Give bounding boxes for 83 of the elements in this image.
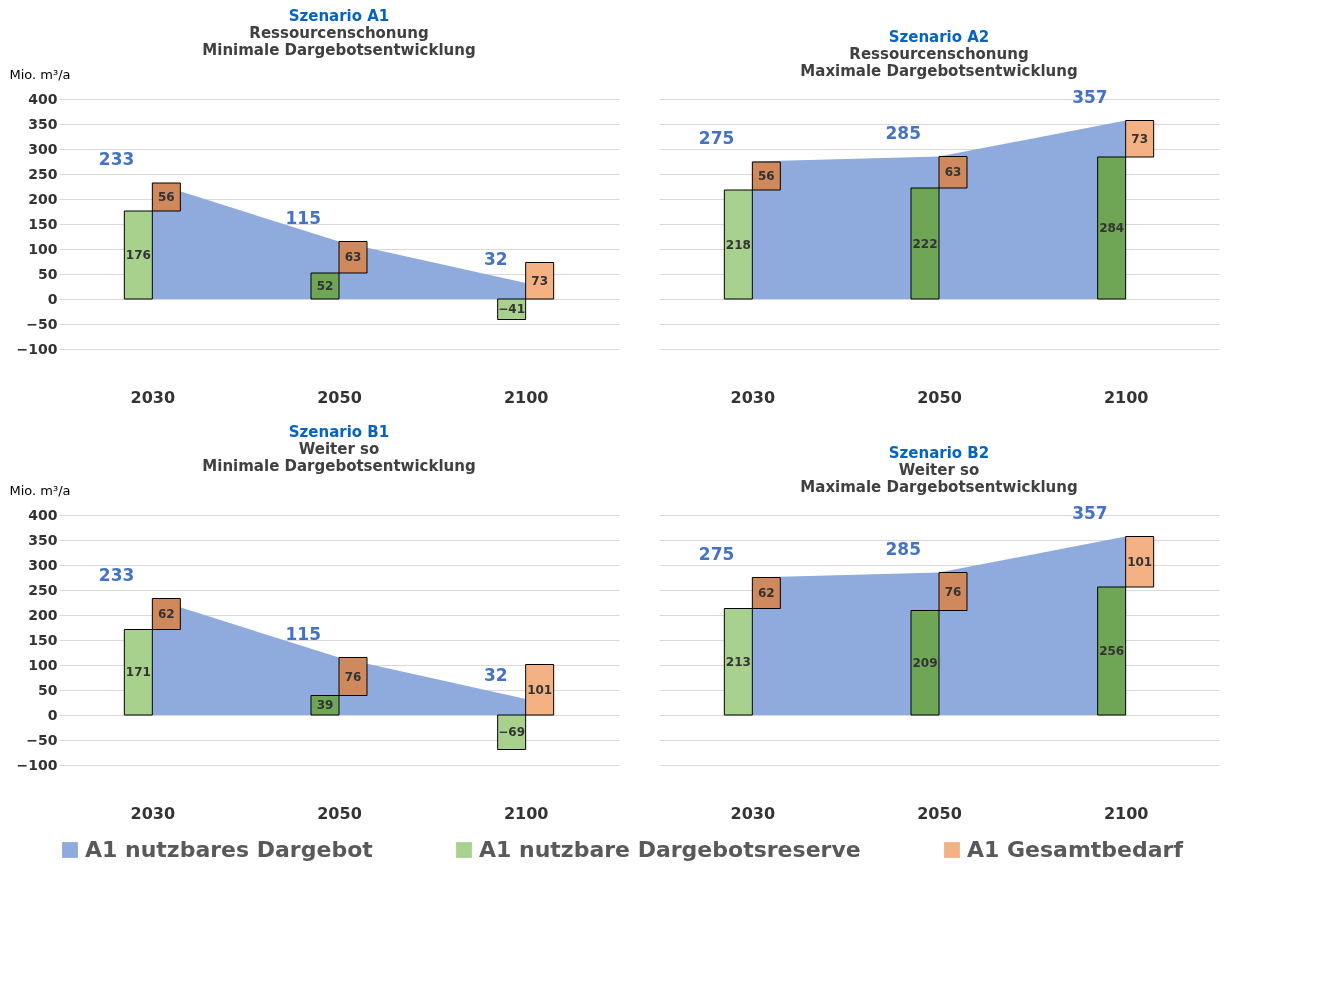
y-tick-label: −100	[16, 340, 58, 357]
data-label: 233	[98, 564, 135, 585]
x-tick-label: 2030	[130, 803, 176, 823]
data-label: −41	[498, 302, 526, 317]
data-label: 357	[1072, 86, 1108, 107]
data-label: 357	[1072, 502, 1108, 523]
data-label: 73	[1131, 131, 1149, 146]
y-tick-label: 200	[28, 190, 58, 207]
data-label: 32	[483, 665, 508, 685]
y-tick-label: 400	[28, 90, 58, 107]
y-axis-title: Mio. m³/a	[9, 66, 71, 82]
legend-label: A1 nutzbares Dargebot	[85, 837, 374, 862]
y-tick-label: 150	[28, 631, 58, 648]
y-tick-label: 350	[28, 115, 58, 132]
data-label: 285	[885, 122, 921, 143]
y-tick-label: −50	[26, 315, 58, 332]
chart-title: Szenario A2	[888, 27, 990, 46]
chart-subtitle: Weiter so Maximale Dargebotsentwicklung	[800, 460, 1078, 496]
y-tick-label: −50	[26, 731, 58, 748]
x-tick-label: 2030	[730, 803, 776, 823]
chart-subtitle: Ressourcenschonung Minimale Dargebotsentwicklung	[202, 24, 476, 59]
chart-title: Szenario B2	[888, 443, 990, 462]
x-tick-label: 2050	[917, 803, 962, 823]
data-label: 73	[531, 273, 549, 288]
y-tick-label: 300	[28, 140, 58, 157]
data-label: 101	[527, 682, 553, 697]
y-tick-label: 400	[28, 506, 58, 523]
chart-title: Szenario A1	[288, 7, 390, 25]
data-label: 62	[757, 586, 775, 600]
y-tick-label: 150	[28, 215, 58, 232]
legend-label: A1 nutzbare Dargebotsreserve	[479, 837, 861, 862]
data-label: 56	[757, 169, 775, 183]
x-tick-label: 2030	[130, 387, 176, 407]
data-label: 285	[885, 538, 921, 559]
y-tick-label: 0	[47, 706, 58, 723]
data-label: 275	[698, 543, 735, 564]
data-label: 233	[98, 148, 135, 169]
data-label: 101	[1127, 554, 1153, 569]
y-tick-label: 100	[28, 240, 58, 257]
data-label: 171	[125, 665, 151, 680]
y-tick-label: −100	[16, 756, 58, 773]
data-label: 213	[725, 654, 751, 669]
data-label: 52	[316, 279, 334, 293]
data-label: 115	[285, 207, 321, 228]
y-tick-label: 100	[28, 656, 58, 673]
x-tick-label: 2100	[503, 803, 549, 823]
x-tick-label: 2050	[317, 803, 362, 823]
data-label: 222	[912, 236, 938, 251]
x-tick-label: 2100	[1103, 387, 1149, 407]
data-label: −69	[498, 725, 526, 740]
y-axis-title: Mio. m³/a	[9, 482, 71, 498]
data-label: 284	[1099, 221, 1125, 235]
data-label: 209	[912, 655, 938, 670]
chart-subtitle: Ressourcenschonung Maximale Dargebotsentwicklung	[800, 44, 1078, 80]
data-label: 76	[944, 584, 962, 599]
y-tick-label: 50	[38, 265, 58, 282]
data-label: 62	[157, 607, 175, 621]
data-label: 32	[483, 249, 508, 269]
y-tick-label: 200	[28, 606, 58, 623]
x-tick-label: 2050	[917, 387, 962, 407]
data-label: 76	[344, 669, 362, 684]
y-tick-label: 350	[28, 531, 58, 548]
y-tick-label: 250	[28, 581, 58, 598]
legend-label: A1 Gesamtbedarf	[967, 837, 1184, 862]
chart-title: Szenario B1	[288, 423, 390, 441]
y-tick-label: 0	[47, 290, 58, 307]
y-tick-label: 250	[28, 165, 58, 182]
x-tick-label: 2100	[1103, 803, 1149, 823]
y-tick-label: 300	[28, 556, 58, 573]
data-label: 63	[944, 165, 962, 180]
data-label: 218	[725, 237, 751, 252]
data-label: 176	[125, 248, 151, 262]
data-label: 63	[344, 250, 362, 265]
data-label: 56	[157, 190, 175, 204]
data-label: 39	[316, 698, 334, 713]
data-label: 115	[285, 623, 321, 644]
y-tick-label: 50	[38, 681, 58, 698]
x-tick-label: 2050	[317, 387, 362, 407]
chart-subtitle: Weiter so Minimale Dargebotsentwicklung	[202, 440, 476, 475]
x-tick-label: 2030	[730, 387, 776, 407]
x-tick-label: 2100	[503, 387, 549, 407]
data-label: 256	[1099, 644, 1125, 658]
data-label: 275	[698, 127, 735, 148]
